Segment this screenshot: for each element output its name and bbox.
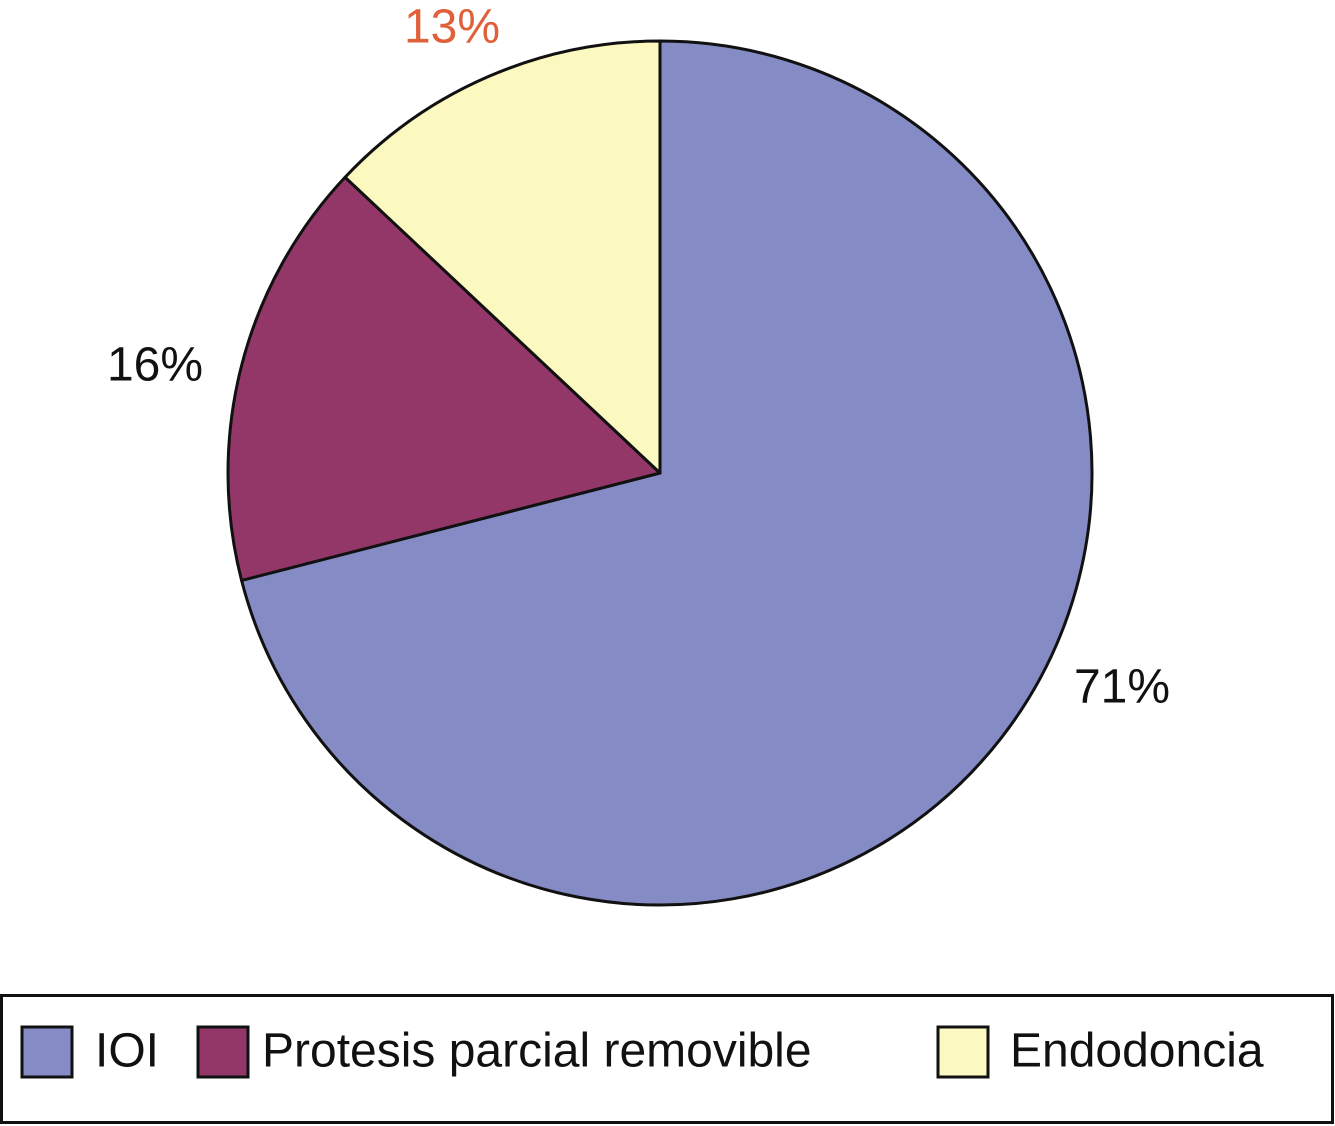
pie-slice [240,39,1094,907]
data-label: 16% [107,339,203,392]
legend-box [0,994,1334,1124]
legend-swatch [936,1025,990,1079]
legend-label: Protesis parcial removible [262,1025,812,1078]
data-label: 71% [1074,661,1170,714]
legend-label: Endodoncia [1010,1025,1264,1078]
legend-label: IOI [95,1025,159,1078]
legend-swatch [196,1025,250,1079]
legend-swatch [20,1025,74,1079]
data-label: 13% [404,1,500,54]
pie-slice [343,39,662,475]
pie-slice [226,175,662,582]
